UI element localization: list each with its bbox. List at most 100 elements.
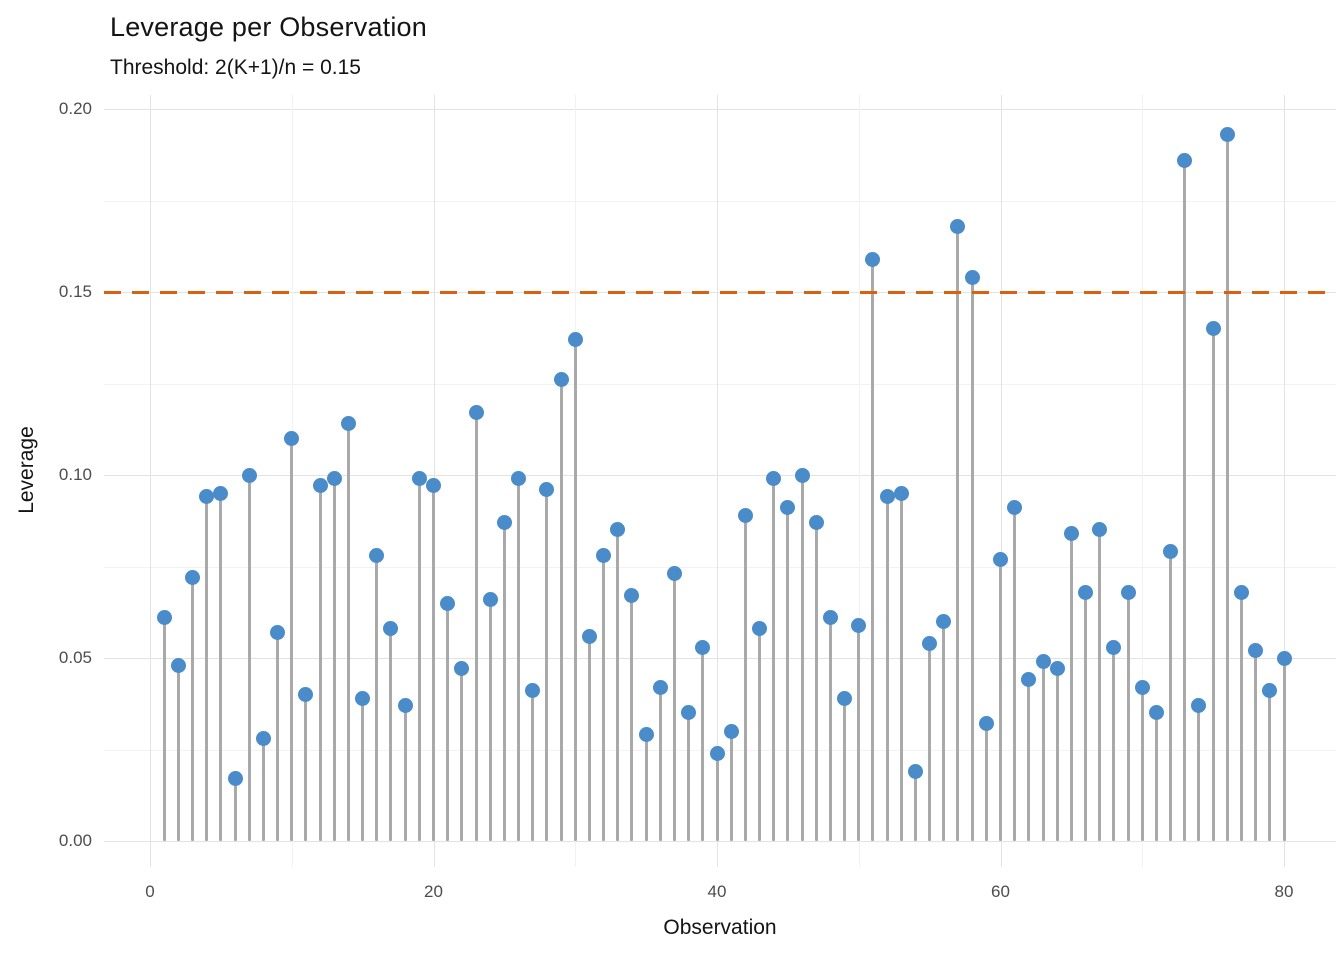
data-point: [780, 500, 796, 516]
stem: [389, 628, 393, 841]
gridline-vertical-minor: [1142, 95, 1144, 867]
data-point: [638, 727, 654, 743]
data-point: [596, 548, 612, 564]
data-point: [1248, 643, 1264, 659]
data-point: [624, 588, 640, 604]
data-point: [893, 485, 909, 501]
stem: [871, 259, 875, 841]
stem: [1041, 661, 1045, 841]
stem: [573, 339, 577, 841]
stem: [1126, 592, 1130, 841]
data-point: [978, 716, 994, 732]
data-point: [185, 569, 201, 585]
data-point: [270, 624, 286, 640]
data-point: [1163, 544, 1179, 560]
data-point: [1262, 683, 1278, 699]
gridline-vertical-major: [150, 95, 151, 867]
stem: [304, 694, 308, 841]
gridline-horizontal-major: [104, 658, 1336, 659]
x-tick-label: 0: [145, 882, 155, 901]
stem: [474, 412, 478, 841]
stem: [1027, 679, 1031, 841]
stem: [743, 515, 747, 841]
stem: [1112, 647, 1116, 841]
data-point: [907, 763, 923, 779]
stem: [1183, 160, 1187, 841]
data-point: [922, 635, 938, 651]
stem: [1098, 529, 1102, 841]
data-point: [1120, 584, 1136, 600]
data-point: [468, 405, 484, 421]
data-point: [1148, 705, 1164, 721]
stem: [970, 277, 974, 841]
y-tick-label: 0.15: [58, 282, 92, 301]
stem: [658, 687, 662, 841]
stem: [460, 668, 464, 841]
data-point: [1219, 127, 1235, 143]
x-tick-label: 60: [991, 882, 1010, 901]
data-point: [610, 522, 626, 538]
data-point: [652, 679, 668, 695]
stem: [346, 423, 350, 841]
data-point: [454, 661, 470, 677]
stem: [205, 496, 209, 841]
data-point: [482, 591, 498, 607]
data-point: [1106, 639, 1122, 655]
data-point: [1007, 500, 1023, 516]
y-tick-label: 0.00: [58, 831, 92, 850]
gridline-vertical-minor: [858, 95, 860, 867]
stem: [1084, 592, 1088, 841]
data-point: [865, 251, 881, 267]
stem: [715, 753, 719, 841]
stem: [885, 496, 889, 841]
data-point: [1233, 584, 1249, 600]
stem: [162, 617, 166, 841]
data-point: [340, 416, 356, 432]
data-point: [723, 723, 739, 739]
plot-panel: [104, 95, 1336, 867]
stem: [502, 522, 506, 841]
data-point: [241, 467, 257, 483]
stem: [630, 595, 634, 841]
data-point: [1191, 698, 1207, 714]
stem: [616, 529, 620, 841]
data-point: [496, 515, 512, 531]
chart-subtitle: Threshold: 2(K+1)/n = 0.15: [110, 56, 361, 79]
data-point: [369, 548, 385, 564]
stem: [786, 507, 790, 841]
stem: [1013, 507, 1017, 841]
data-point: [1049, 661, 1065, 677]
gridline-horizontal-minor: [104, 200, 1336, 202]
data-point: [1276, 650, 1292, 666]
data-point: [752, 621, 768, 637]
data-point: [837, 690, 853, 706]
data-point: [383, 621, 399, 637]
stem: [261, 738, 265, 841]
data-point: [695, 639, 711, 655]
y-axis-title: Leverage: [15, 426, 38, 514]
gridline-horizontal-major: [104, 475, 1336, 476]
stem: [1197, 705, 1201, 841]
stem: [1154, 712, 1158, 841]
stem: [1268, 690, 1272, 841]
stem: [290, 438, 294, 841]
stem: [276, 632, 280, 841]
x-tick-label: 80: [1274, 882, 1294, 901]
data-point: [1177, 152, 1193, 168]
y-tick-label: 0.10: [58, 465, 92, 484]
stem: [1069, 533, 1073, 841]
data-point: [581, 628, 597, 644]
data-point: [681, 705, 697, 721]
gridline-vertical-major: [1000, 95, 1002, 867]
data-point: [936, 613, 952, 629]
data-point: [1092, 522, 1108, 538]
stem: [403, 705, 407, 841]
data-point: [298, 687, 314, 703]
stem: [928, 643, 932, 841]
stem: [913, 771, 917, 841]
data-point: [851, 617, 867, 633]
data-point: [1078, 584, 1094, 600]
stem: [899, 493, 903, 841]
stem: [1282, 658, 1286, 841]
data-point: [993, 551, 1008, 567]
